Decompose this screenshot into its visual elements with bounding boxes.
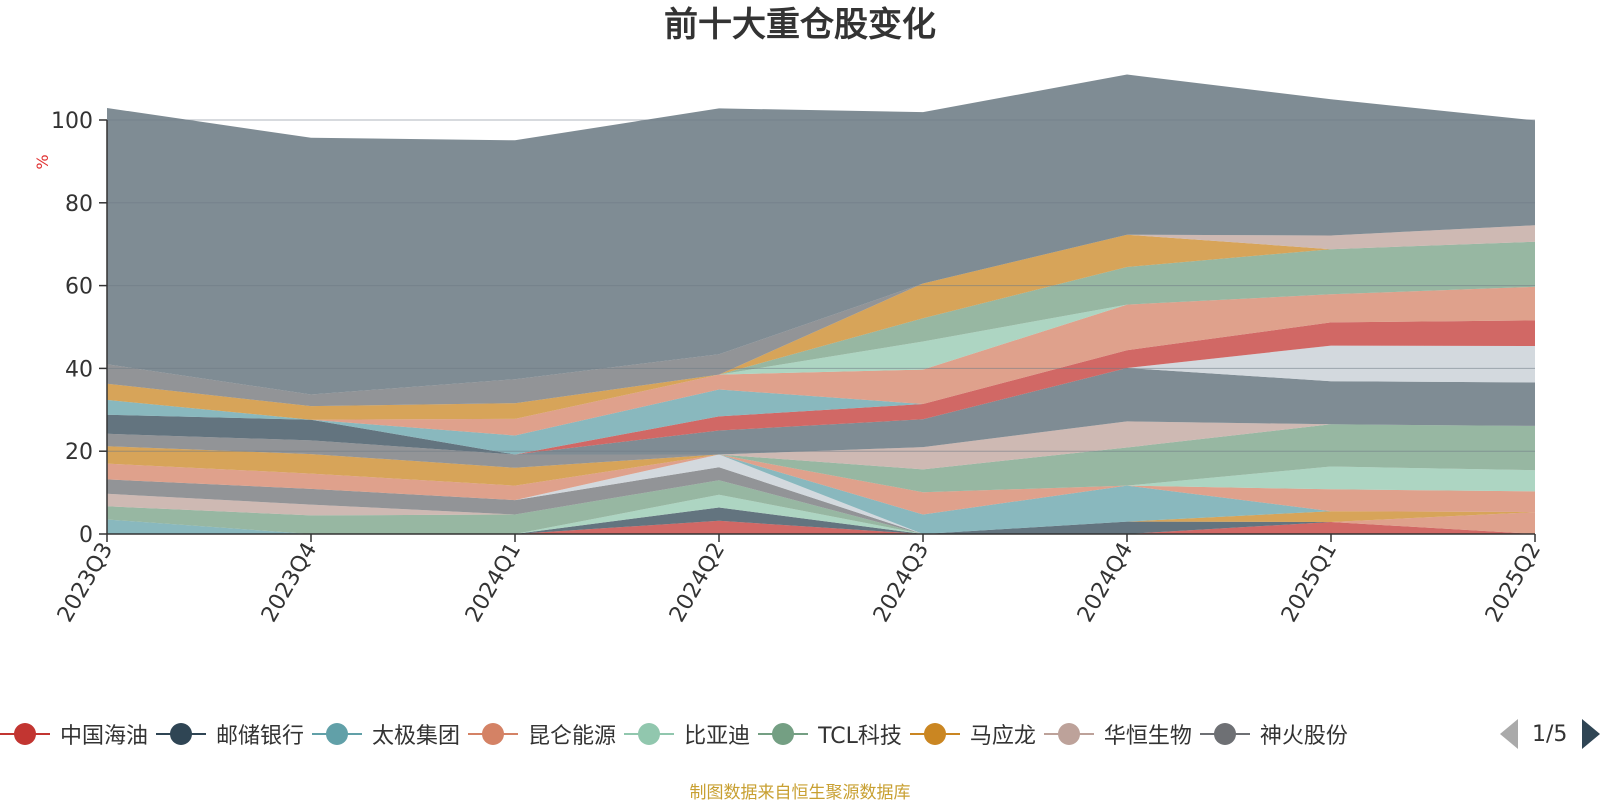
chart-title: 前十大重仓股变化 (664, 5, 936, 45)
legend-page-indicator: 1/5 (1532, 721, 1568, 747)
source-note: 制图数据来自恒生聚源数据库 (689, 783, 911, 803)
legend-prev-page-icon[interactable] (1500, 719, 1518, 749)
area-series-27[interactable] (107, 241, 1535, 420)
legend-marker-icon (156, 722, 207, 746)
y-tick-label: 20 (65, 440, 93, 465)
legend-marker-icon (758, 722, 809, 746)
y-tick-label: 100 (51, 109, 93, 134)
legend-item-label: 马应龙 (969, 724, 1036, 749)
area-series-20[interactable] (107, 368, 1535, 455)
area-series-6[interactable] (107, 480, 1535, 534)
x-tick-label: 2025Q2 (1481, 539, 1546, 627)
legend-item-label: 昆仑能源 (528, 724, 617, 749)
legend-item-label: TCL科技 (818, 724, 902, 749)
legend-next-page-icon[interactable] (1582, 719, 1600, 749)
y-tick-label: 60 (65, 275, 93, 300)
legend-item[interactable]: 马应龙 (909, 712, 1036, 756)
series-layer (107, 74, 1535, 535)
area-series-31[interactable] (107, 74, 1535, 395)
area-series-29[interactable] (107, 225, 1535, 407)
legend: 中国海油 邮储银行 太极集团 昆仑能源 比亚迪 TCL科技 马应龙 华恒生物 神火股份 1/5 (0, 712, 1600, 756)
legend-item-label: 邮储银行 (216, 724, 305, 749)
area-series-28[interactable] (107, 234, 1535, 420)
area-series-2[interactable] (107, 507, 1535, 535)
y-tick-label: 80 (65, 192, 93, 217)
area-series-25[interactable] (107, 286, 1535, 436)
legend-item[interactable]: 昆仑能源 (468, 712, 616, 756)
legend-marker-icon (909, 722, 960, 746)
area-series-22[interactable] (107, 320, 1535, 455)
legend-marker-icon (624, 722, 675, 746)
x-tick-label: 2024Q4 (1073, 539, 1138, 627)
area-series-18[interactable] (107, 421, 1535, 470)
x-tick-label: 2024Q3 (869, 539, 934, 627)
area-series-13[interactable] (107, 454, 1535, 535)
area-series-0[interactable] (107, 520, 1535, 534)
area-series-21[interactable] (107, 345, 1535, 455)
legend-item[interactable]: 比亚迪 (624, 712, 750, 756)
legend-item-label: 比亚迪 (684, 724, 751, 749)
legend-item[interactable]: TCL科技 (758, 712, 902, 756)
legend-marker-icon (1199, 722, 1250, 746)
legend-item[interactable]: 中国海油 (0, 712, 148, 756)
area-series-17[interactable] (107, 424, 1535, 486)
legend-marker-icon (468, 722, 519, 746)
area-series-19[interactable] (107, 421, 1535, 468)
legend-item-label: 华恒生物 (1103, 724, 1192, 749)
x-tick-label: 2024Q2 (665, 539, 730, 627)
legend-item-label: 太极集团 (372, 724, 461, 749)
legend-item[interactable]: 华恒生物 (1043, 712, 1192, 756)
area-series-30[interactable] (107, 225, 1535, 407)
area-series-16[interactable] (107, 424, 1535, 493)
legend-item[interactable]: 邮储银行 (156, 712, 304, 756)
area-series-14[interactable] (107, 454, 1535, 515)
chart-area: 0 20 40 60 80 100 2023Q3 2023Q4 2024Q1 2024Q2 2024… (33, 74, 1546, 627)
legend-item-label: 中国海油 (60, 724, 149, 749)
area-series-15[interactable] (107, 454, 1535, 493)
x-tick-label: 2023Q3 (53, 539, 118, 627)
legend-marker-icon (0, 722, 50, 746)
legend-marker-icon (1043, 722, 1094, 746)
y-tick-label: 0 (79, 523, 93, 548)
x-tick-label: 2023Q4 (257, 539, 322, 627)
legend-item-label: 神火股份 (1259, 724, 1348, 749)
legend-item[interactable]: 神火股份 (1199, 712, 1348, 756)
legend-item[interactable]: 太极集团 (312, 712, 460, 756)
legend-marker-icon (312, 722, 363, 746)
x-tick-label: 2025Q1 (1277, 539, 1342, 627)
y-tick-label: 40 (65, 357, 93, 382)
x-tick-label: 2024Q1 (461, 539, 526, 627)
legend-items: 中国海油 邮储银行 太极集团 昆仑能源 比亚迪 TCL科技 马应龙 华恒生物 神火股份 (0, 712, 1482, 756)
y-axis-unit: % (33, 154, 52, 169)
